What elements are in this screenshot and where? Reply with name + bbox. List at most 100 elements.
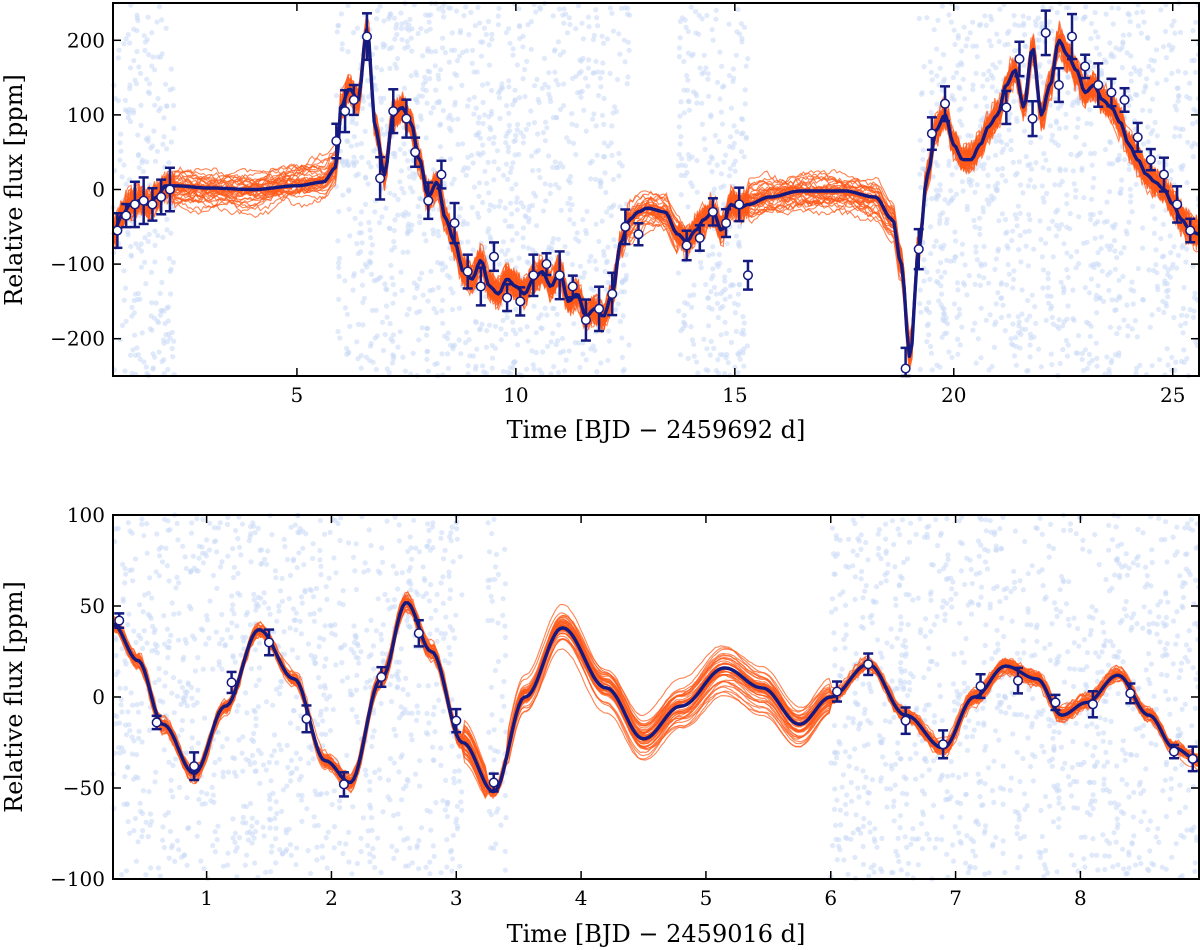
raw-data-point (506, 110, 512, 116)
raw-data-point (336, 260, 342, 266)
raw-data-point (270, 790, 276, 796)
raw-data-point (719, 121, 726, 127)
raw-data-point (898, 666, 904, 672)
raw-data-point (1014, 216, 1020, 222)
raw-data-point (382, 331, 388, 338)
raw-data-point (391, 353, 397, 359)
raw-data-point (1126, 103, 1132, 109)
raw-data-point (432, 48, 439, 55)
raw-data-point (354, 339, 360, 345)
raw-data-point (244, 609, 250, 616)
raw-data-point (406, 174, 413, 180)
raw-data-point (584, 208, 590, 214)
raw-data-point (955, 336, 961, 342)
raw-data-point (1080, 537, 1086, 544)
raw-data-point (1046, 543, 1052, 549)
raw-data-point (152, 647, 158, 653)
raw-data-point (129, 304, 135, 310)
raw-data-point (738, 116, 745, 122)
raw-data-point (852, 574, 859, 580)
raw-data-point (495, 166, 501, 172)
raw-data-point (503, 140, 509, 146)
raw-data-point (937, 682, 943, 688)
raw-data-point (159, 279, 165, 286)
raw-data-point (585, 65, 592, 71)
raw-data-point (344, 752, 350, 759)
raw-data-point (1124, 572, 1130, 578)
binned-point (388, 88, 399, 135)
raw-data-point (134, 345, 140, 351)
raw-data-point (1022, 229, 1028, 235)
raw-data-point (609, 152, 615, 158)
raw-data-point (360, 299, 366, 306)
raw-data-point (1038, 236, 1044, 243)
raw-data-point (592, 347, 598, 353)
raw-data-point (1075, 333, 1082, 339)
raw-data-point (832, 786, 838, 792)
raw-data-point (399, 752, 405, 758)
raw-data-point (156, 573, 162, 579)
raw-data-point (117, 140, 123, 146)
raw-data-point (679, 15, 686, 21)
raw-data-point (681, 58, 687, 65)
raw-data-point (307, 611, 313, 617)
raw-data-point (620, 368, 626, 374)
raw-data-point (1033, 160, 1039, 166)
raw-data-point (387, 321, 393, 327)
raw-data-point (230, 546, 236, 552)
raw-data-point (390, 338, 396, 344)
raw-data-point (896, 858, 902, 865)
raw-data-point (368, 340, 374, 347)
raw-data-point (983, 528, 989, 534)
raw-data-point (581, 270, 588, 276)
raw-data-point (425, 68, 431, 74)
raw-data-point (161, 115, 167, 121)
raw-data-point (904, 692, 911, 699)
raw-data-point (204, 613, 210, 619)
raw-data-point (1135, 562, 1141, 568)
raw-data-point (1011, 568, 1017, 574)
binned-point (515, 286, 526, 317)
raw-data-point (1177, 782, 1183, 788)
raw-data-point (449, 30, 455, 36)
raw-data-point (269, 532, 275, 538)
raw-data-point (446, 534, 453, 540)
raw-data-point (1132, 91, 1138, 98)
raw-data-point (231, 564, 237, 571)
raw-data-point (949, 93, 955, 99)
raw-data-point (344, 675, 351, 681)
raw-data-point (122, 774, 128, 780)
raw-data-point (1066, 579, 1072, 585)
raw-data-point (415, 710, 421, 716)
raw-data-point (402, 368, 408, 374)
binned-marker (1053, 80, 1064, 91)
raw-data-point (501, 703, 507, 709)
raw-data-point (189, 520, 195, 526)
raw-data-point (1092, 798, 1098, 804)
raw-data-point (409, 556, 415, 562)
raw-data-point (885, 561, 891, 568)
raw-data-point (970, 82, 976, 88)
raw-data-point (1035, 15, 1041, 21)
raw-data-point (431, 306, 437, 312)
binned-point (361, 12, 373, 62)
raw-data-point (1004, 282, 1010, 288)
raw-data-point (416, 837, 422, 844)
raw-data-point (900, 642, 906, 648)
raw-data-point (1021, 128, 1027, 134)
raw-data-point (258, 751, 264, 757)
raw-data-point (457, 554, 463, 560)
raw-data-point (207, 520, 213, 526)
raw-data-point (489, 365, 495, 371)
raw-data-point (945, 557, 951, 563)
raw-data-point (1011, 353, 1018, 359)
raw-data-point (279, 851, 286, 857)
raw-data-point (1165, 267, 1171, 273)
raw-data-point (617, 204, 623, 210)
raw-data-point (1120, 747, 1126, 753)
raw-data-point (699, 100, 705, 106)
raw-data-point (928, 224, 934, 230)
raw-data-point (399, 21, 405, 27)
raw-data-point (486, 808, 493, 814)
raw-data-point (1017, 835, 1023, 842)
